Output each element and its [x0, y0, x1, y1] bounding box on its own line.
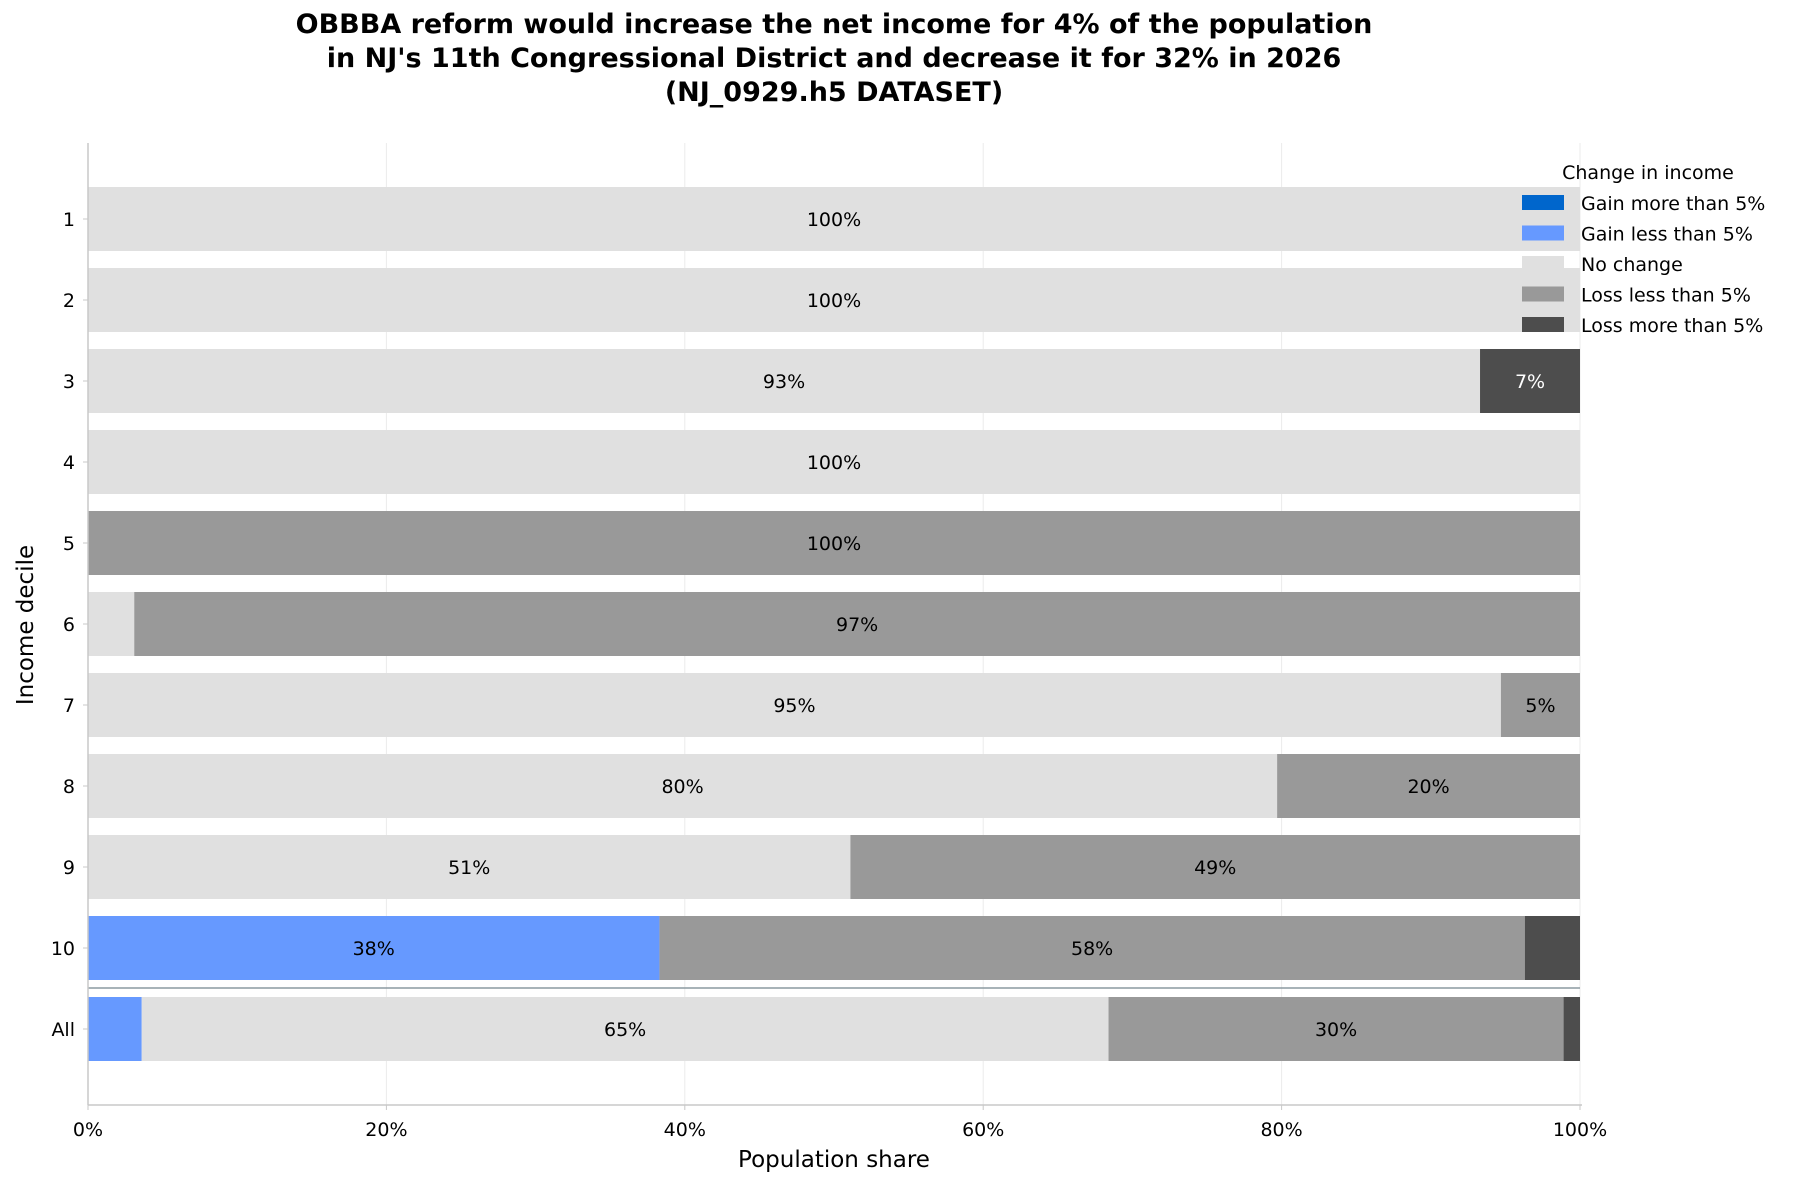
bar-segment-2-no-change: [88, 268, 1580, 332]
bar-segment-3-loss-more-than-5: [1480, 349, 1580, 413]
bar-segment-10-loss-more-than-5: [1524, 916, 1580, 980]
bar-segment-all-loss-less-than-5: [1108, 997, 1564, 1061]
y-tick-label: 10: [51, 938, 75, 960]
bar-label-10-gain-less-than-5: 38%: [353, 938, 395, 960]
bar-segment-10-gain-less-than-5: [88, 916, 660, 980]
bars: 100% 100% 93% 7% 100% 100% 97% 95% 5% 80% 20% 51% 49…: [88, 187, 1581, 1061]
bar-label-all-loss-less-than-5: 30%: [1315, 1019, 1357, 1041]
bar-segment-4-no-change: [88, 430, 1580, 494]
bar-label-9-no-change: 51%: [448, 857, 490, 879]
legend-swatch-gain-less-than-5: [1522, 225, 1564, 241]
y-tick-label: 1: [63, 209, 75, 231]
bar-label-7-loss-less-than-5: 5%: [1525, 695, 1555, 717]
bar-label-8-loss-less-than-5: 20%: [1407, 776, 1449, 798]
x-tick-label: 0%: [73, 1119, 103, 1141]
legend-entry-gain-less-than-5: Gain less than 5%: [1581, 224, 1753, 246]
bar-segment-10-loss-less-than-5: [659, 916, 1525, 980]
bar-segment-all-loss-more-than-5: [1563, 997, 1580, 1061]
y-tick-label: 9: [63, 857, 75, 879]
bar-segment-8-loss-less-than-5: [1277, 754, 1580, 818]
bar-label-7-no-change: 95%: [773, 695, 815, 717]
bar-label-6-loss-less-than-5: 97%: [836, 614, 878, 636]
y-tick-label: 6: [63, 614, 75, 636]
legend-swatch-loss-more-than-5: [1522, 317, 1564, 332]
legend-title: Change in income: [1562, 162, 1734, 184]
bar-label-4-no-change: 100%: [807, 452, 861, 474]
axes: 0% 20% 40% 60% 80% 100% 1 2 3 4 5 6 7 8 9 10 All: [51, 143, 1607, 1141]
chart-title: OBBBA reform would increase the net inco…: [0, 8, 1668, 110]
bar-label-all-no-change: 65%: [604, 1019, 646, 1041]
bar-segment-8-no-change: [88, 754, 1278, 818]
bar-segment-all-gain-less-than-5: [88, 997, 142, 1061]
chart-title-line-1: OBBBA reform would increase the net inco…: [295, 9, 1373, 40]
bar-label-10-loss-less-than-5: 58%: [1071, 938, 1113, 960]
x-tick-label: 20%: [365, 1119, 407, 1141]
legend: Change in income Gain more than 5% Gain le…: [1522, 162, 1765, 337]
y-tick-label: 4: [63, 452, 75, 474]
legend-entry-no-change: No change: [1581, 254, 1683, 276]
bar-label-3-loss-more-than-5: 7%: [1515, 371, 1545, 393]
x-tick-label: 40%: [664, 1119, 706, 1141]
legend-swatch-loss-less-than-5: [1522, 286, 1564, 302]
chart-title-line-3: (NJ_0929.h5 DATASET): [664, 77, 1004, 108]
bar-segment-9-no-change: [88, 835, 851, 899]
y-tick-label: 7: [63, 695, 75, 717]
y-tick-label: All: [51, 1019, 75, 1041]
legend-swatch-gain-more-than-5: [1522, 195, 1564, 210]
bar-segment-5-loss-less-than-5: [88, 511, 1580, 575]
bar-segment-6-loss-less-than-5: [134, 592, 1581, 656]
bar-label-2-no-change: 100%: [807, 290, 861, 312]
x-tick-label: 100%: [1553, 1119, 1607, 1141]
y-tick-label: 2: [63, 290, 75, 312]
y-tick-label: 8: [63, 776, 75, 798]
bar-label-3-no-change: 93%: [763, 371, 805, 393]
y-tick-label: 5: [63, 533, 75, 555]
bar-segment-1-no-change: [88, 187, 1580, 251]
bar-label-5-loss-less-than-5: 100%: [807, 533, 861, 555]
bar-label-1-no-change: 100%: [807, 209, 861, 231]
x-tick-label: 60%: [962, 1119, 1004, 1141]
bar-segment-all-no-change: [141, 997, 1109, 1061]
legend-entry-loss-more-than-5: Loss more than 5%: [1581, 315, 1763, 337]
bar-segment-7-no-change: [88, 673, 1501, 737]
bar-segment-7-loss-less-than-5: [1500, 673, 1580, 737]
y-axis-label: Income decile: [13, 545, 39, 705]
legend-entry-loss-less-than-5: Loss less than 5%: [1581, 285, 1751, 307]
chart-title-line-2: in NJ's 11th Congressional District and …: [326, 43, 1342, 74]
bar-label-8-no-change: 80%: [661, 776, 703, 798]
bar-segment-9-loss-less-than-5: [850, 835, 1580, 899]
bar-segment-6-no-change: [88, 592, 135, 656]
legend-swatch-no-change: [1522, 256, 1564, 271]
bar-label-9-loss-less-than-5: 49%: [1194, 857, 1236, 879]
x-tick-label: 80%: [1260, 1119, 1302, 1141]
x-axis-label: Population share: [738, 1147, 930, 1173]
legend-entry-gain-more-than-5: Gain more than 5%: [1581, 193, 1765, 215]
bar-segment-3-no-change: [88, 349, 1481, 413]
y-tick-label: 3: [63, 371, 75, 393]
